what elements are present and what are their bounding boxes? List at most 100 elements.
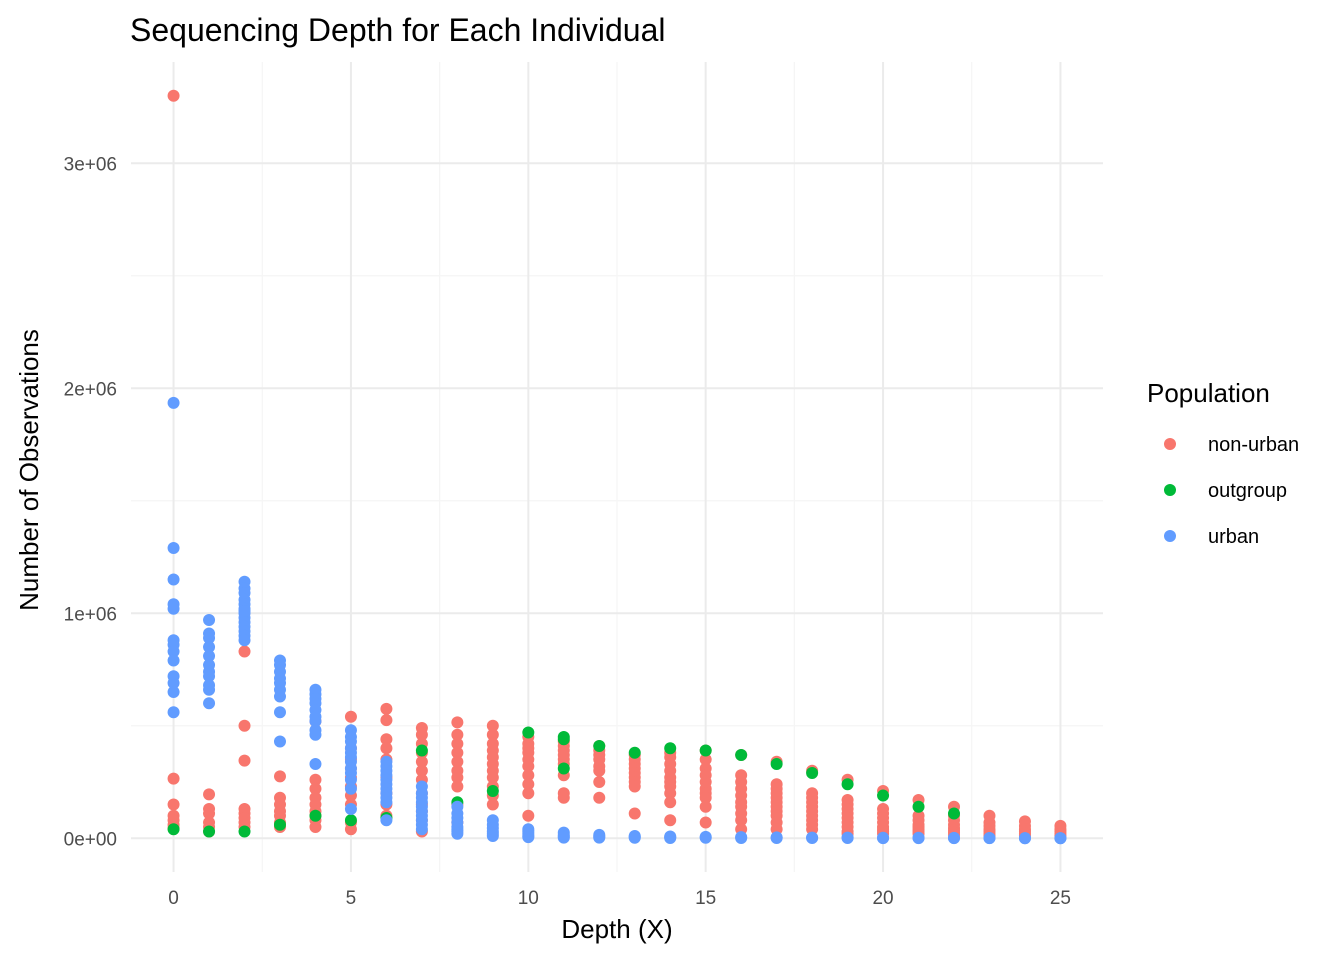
y-tick-label: 0e+00 [64,829,117,850]
data-point [699,753,712,766]
legend-item: non-urban [1164,434,1299,456]
data-point [167,645,180,658]
data-point [557,733,570,746]
data-point [309,758,322,770]
legend-label: non-urban [1208,434,1299,456]
data-point [948,807,961,820]
data-point [451,728,464,741]
data-point [557,791,570,804]
data-point [203,807,216,820]
x-tick-label: 20 [872,888,893,909]
data-point [167,798,180,811]
data-point [273,818,286,831]
data-point [522,726,535,739]
data-point [415,764,428,777]
data-point [167,677,180,689]
series-urban [167,396,1067,845]
data-point [167,654,180,667]
data-point [593,764,606,777]
data-point [273,735,286,748]
data-point [735,832,748,845]
data-point [415,823,428,836]
data-point [238,645,251,658]
y-tick-label: 2e+06 [64,379,117,400]
data-point [238,605,251,617]
data-point [486,719,499,732]
data-point [699,800,712,813]
data-point [628,780,641,793]
data-point [664,742,677,755]
data-point [203,683,216,696]
data-point [451,755,464,768]
data-point [948,832,961,845]
data-point [770,832,783,845]
x-tick-label: 5 [346,888,357,909]
data-point [344,773,357,786]
chart-title: Sequencing Depth for Each Individual [130,12,665,48]
data-point [203,670,216,683]
data-point [522,809,535,822]
data-point [593,776,606,788]
data-point [699,831,712,844]
data-point [309,821,322,833]
data-point [167,89,180,102]
data-point [203,614,216,626]
data-point [486,785,499,797]
data-point [593,740,606,752]
data-point [983,832,996,845]
data-point [451,780,464,793]
data-point [167,686,180,698]
y-axis-title: Number of Observations [14,329,44,611]
data-point [238,634,251,647]
data-point [344,710,357,723]
data-point [380,742,393,755]
data-point [486,771,499,784]
data-point [380,702,393,715]
data-point [344,782,357,795]
data-point [735,814,748,827]
legend-swatch [1164,438,1176,450]
data-point [380,796,393,809]
data-point [664,796,677,809]
data-point [486,798,499,811]
data-point [451,716,464,729]
data-point [628,807,641,820]
data-point [699,791,712,804]
legend-item: outgroup [1164,480,1287,502]
legend-swatch [1164,530,1176,542]
x-tick-label: 0 [168,888,179,909]
y-tick-label: 1e+06 [64,604,117,625]
data-point [912,800,925,813]
series-outgroup [167,726,961,838]
data-point [522,778,535,791]
data-point [380,814,393,827]
data-point [203,650,216,662]
data-point [699,744,712,757]
data-point [522,787,535,800]
data-point [735,749,748,761]
data-point [380,714,393,727]
data-point [309,773,322,786]
data-point [664,787,677,800]
data-point [273,690,286,703]
data-point [344,814,357,827]
data-point [309,782,322,795]
data-point [699,816,712,829]
legend-title: Population [1147,378,1270,408]
y-axis-ticks: 0e+00 1e+06 2e+06 3e+06 [64,154,117,850]
data-point [238,754,251,767]
data-point [167,573,180,586]
data-point [628,831,641,844]
data-point [664,814,677,827]
data-point [344,823,357,836]
legend-label: outgroup [1208,480,1287,502]
data-point [203,641,216,653]
data-point [203,697,216,710]
data-point [203,788,216,801]
data-point [593,831,606,844]
data-point [167,772,180,785]
legend: Population non-urban outgroup urban [1147,378,1299,548]
data-point [451,737,464,750]
data-point [557,762,570,775]
data-point [451,827,464,840]
